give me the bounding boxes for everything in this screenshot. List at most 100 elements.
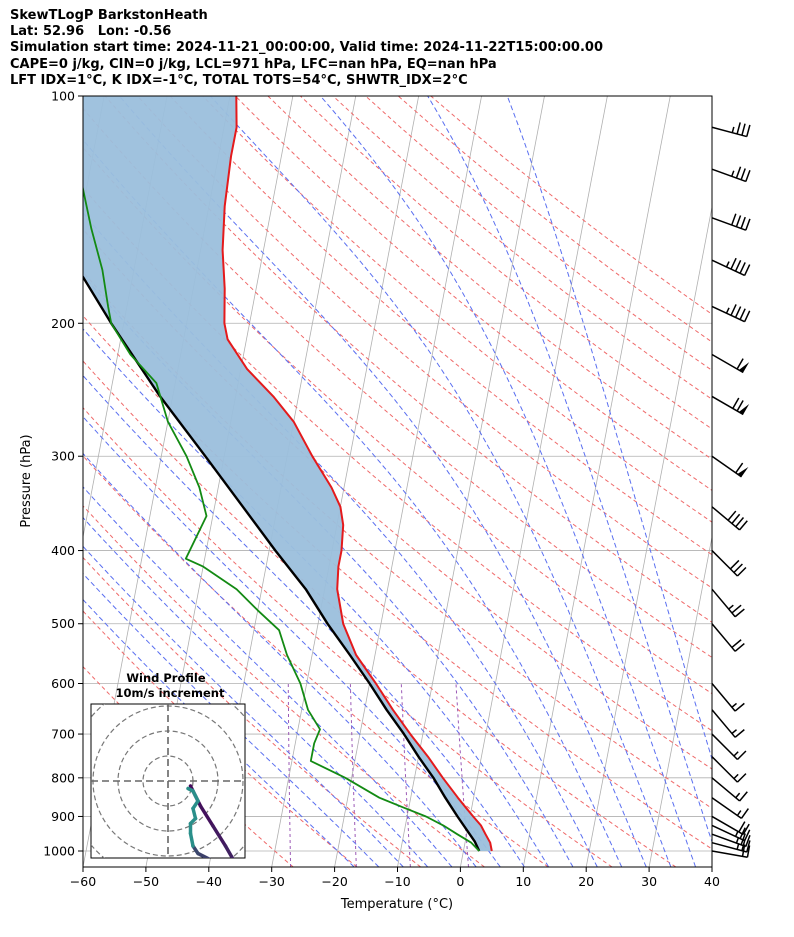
- barb-full: [730, 257, 737, 270]
- barb-staff: [711, 683, 736, 712]
- moist-adiabat: [83, 486, 453, 867]
- x-tick-label: −40: [196, 874, 222, 889]
- wind-barb: [711, 304, 751, 323]
- moist-adiabat: [209, 96, 672, 867]
- barb-staff: [711, 815, 744, 836]
- moist-adiabat: [83, 374, 525, 867]
- barb-staff: [711, 305, 745, 323]
- barb-full: [734, 729, 745, 738]
- barb-half: [733, 751, 739, 757]
- barb-full: [735, 215, 742, 227]
- wind-barb: [711, 683, 745, 712]
- barb-staff: [711, 353, 744, 374]
- barb-full: [742, 823, 750, 835]
- barb-full: [745, 218, 751, 231]
- dry-adiabat: [83, 187, 712, 732]
- dry-adiabat: [137, 96, 712, 589]
- barb-full: [746, 840, 751, 853]
- barb-full: [745, 169, 751, 182]
- barb-full: [740, 168, 746, 181]
- barb-staff: [711, 550, 738, 577]
- temperature-line: [221, 96, 493, 852]
- wind-barb: [711, 797, 749, 819]
- wind-barb: [711, 257, 751, 277]
- moist-adiabat: [83, 139, 623, 867]
- barb-staff: [711, 259, 745, 277]
- barb-full: [732, 397, 740, 409]
- hodograph-trace: [236, 864, 244, 877]
- barb-staff: [711, 833, 747, 848]
- barb-staff: [711, 126, 747, 138]
- y-tick-label: 700: [51, 727, 75, 742]
- barb-full: [736, 750, 747, 761]
- barb-staff: [711, 623, 736, 652]
- barb-half: [725, 307, 730, 314]
- moist-adiabat: [83, 274, 574, 867]
- isotherm: [334, 96, 482, 867]
- barb-half: [736, 843, 740, 850]
- barb-half: [736, 810, 742, 816]
- wind-barbs: [711, 122, 751, 858]
- wind-barb: [711, 455, 749, 478]
- y-tick-label: 100: [51, 89, 75, 104]
- title-cape: CAPE=0 j/kg, CIN=0 j/kg, LCL=971 hPa, LF…: [10, 56, 497, 72]
- barb-pennant: [738, 404, 750, 415]
- barb-staff: [711, 824, 745, 842]
- barb-full: [739, 520, 748, 531]
- isotherm: [648, 534, 712, 867]
- isotherm: [585, 204, 712, 867]
- barb-full: [733, 563, 743, 574]
- wind-barb: [711, 353, 750, 374]
- barb-full: [731, 639, 742, 649]
- y-tick-label: 300: [51, 449, 75, 464]
- barb-staff: [711, 217, 747, 231]
- x-tick-label: −10: [384, 874, 410, 889]
- x-tick-label: −20: [321, 874, 347, 889]
- wind-barb: [711, 733, 747, 761]
- mixing-ratio-line: [455, 683, 469, 867]
- dry-adiabat: [397, 96, 712, 343]
- moist-adiabat: [83, 572, 380, 867]
- barb-full: [741, 123, 746, 136]
- hodograph-trace: [213, 861, 233, 871]
- x-tick-label: 0: [456, 874, 464, 889]
- barb-pennant: [737, 467, 749, 477]
- barb-half: [725, 261, 730, 268]
- wind-barb: [711, 756, 747, 783]
- isotherm: [271, 96, 420, 867]
- dry-adiabat: [83, 107, 712, 659]
- barb-full: [731, 213, 737, 226]
- barb-full: [736, 122, 741, 135]
- dry-adiabat: [332, 96, 712, 400]
- barb-staff: [711, 777, 741, 802]
- barb-staff: [711, 756, 738, 783]
- moist-adiabat: [83, 545, 404, 867]
- hodograph-trace: [211, 824, 228, 848]
- barb-staff: [711, 455, 742, 478]
- barb-full: [735, 166, 742, 179]
- series-layer: [83, 96, 493, 852]
- isotherm: [775, 96, 794, 867]
- hodograph-trace: [188, 831, 195, 848]
- dry-adiabat: [202, 96, 712, 523]
- y-tick-label: 400: [51, 543, 75, 558]
- barb-full: [736, 358, 744, 370]
- barb-half: [728, 604, 734, 610]
- hodograph-trace: [223, 844, 235, 858]
- x-tick-label: 10: [515, 874, 531, 889]
- barb-full: [735, 462, 744, 474]
- barb-full: [739, 827, 746, 839]
- dry-adiabat: [267, 96, 712, 460]
- dry-adiabat: [83, 556, 422, 867]
- barb-full: [735, 517, 745, 528]
- barb-full: [740, 808, 749, 819]
- barb-full: [734, 643, 745, 652]
- barb-full: [746, 124, 751, 137]
- x-tick-label: −50: [133, 874, 159, 889]
- cape-fill: [83, 96, 492, 851]
- moist-adiabat: [118, 96, 647, 867]
- barb-pennant: [738, 362, 750, 373]
- x-tick-label: 30: [641, 874, 657, 889]
